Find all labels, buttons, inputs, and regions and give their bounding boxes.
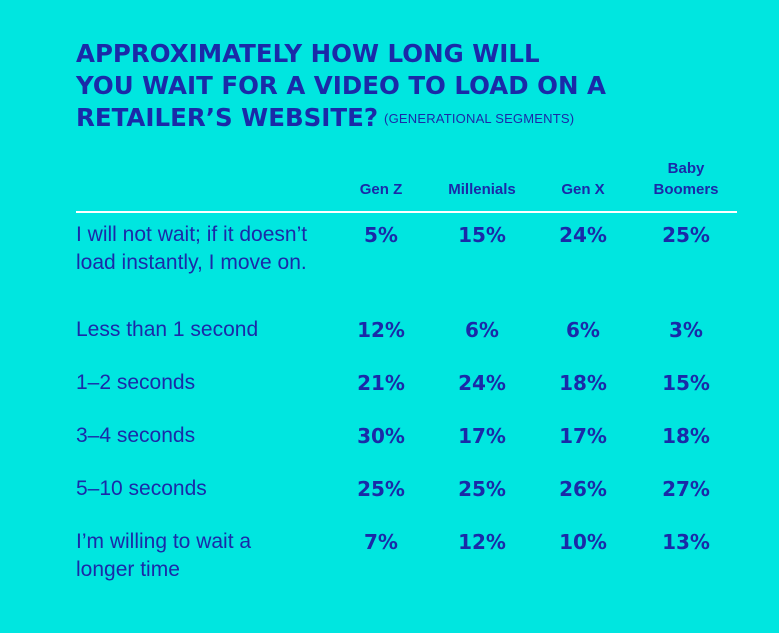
table-cell: 7% xyxy=(364,530,398,554)
title-line-3-text: RETAILER’S WEBSITE? xyxy=(76,103,379,132)
row-label: I will not wait; if it doesn’t load inst… xyxy=(76,223,308,274)
table-cell: 25% xyxy=(458,477,506,501)
table-cell: 24% xyxy=(458,371,506,395)
column-header: Gen X xyxy=(561,181,605,198)
table-cell: 15% xyxy=(458,223,506,247)
table-cell: 27% xyxy=(662,477,710,501)
table-cell: 12% xyxy=(357,318,405,342)
row-label: 5–10 seconds xyxy=(76,477,207,500)
table-cell: 3% xyxy=(669,318,703,342)
column-header: Millenials xyxy=(448,181,516,198)
table-cell: 30% xyxy=(357,424,405,448)
table-cell: 24% xyxy=(559,223,607,247)
row-label: I’m willing to wait a longer time xyxy=(76,530,252,581)
chart-title: APPROXIMATELY HOW LONG WILL YOU WAIT FOR… xyxy=(76,38,756,135)
table-cell: 6% xyxy=(465,318,499,342)
table-cell: 18% xyxy=(559,371,607,395)
column-header: Baby Boomers xyxy=(653,160,719,198)
row-label: 1–2 seconds xyxy=(76,371,196,394)
table-cell: 17% xyxy=(559,424,607,448)
title-line-2: YOU WAIT FOR A VIDEO TO LOAD ON A xyxy=(76,71,606,100)
table-cell: 17% xyxy=(458,424,506,448)
row-label: Less than 1 second xyxy=(76,318,259,341)
table-cell: 25% xyxy=(662,223,710,247)
title-line-3: RETAILER’S WEBSITE? (GENERATIONAL SEGMENT… xyxy=(76,102,756,135)
table-cell: 15% xyxy=(662,371,710,395)
row-label: 3–4 seconds xyxy=(76,424,196,447)
header-divider xyxy=(76,211,737,213)
column-header: Gen Z xyxy=(359,181,403,198)
table-cell: 10% xyxy=(559,530,607,554)
title-line-1: APPROXIMATELY HOW LONG WILL xyxy=(76,39,540,68)
table-cell: 5% xyxy=(364,223,398,247)
chart-subtitle: (GENERATIONAL SEGMENTS) xyxy=(384,111,575,126)
table-cell: 21% xyxy=(357,371,405,395)
table-cell: 25% xyxy=(357,477,405,501)
table-cell: 12% xyxy=(458,530,506,554)
table-cell: 13% xyxy=(662,530,710,554)
table-cell: 26% xyxy=(559,477,607,501)
table-cell: 6% xyxy=(566,318,600,342)
table-cell: 18% xyxy=(662,424,710,448)
